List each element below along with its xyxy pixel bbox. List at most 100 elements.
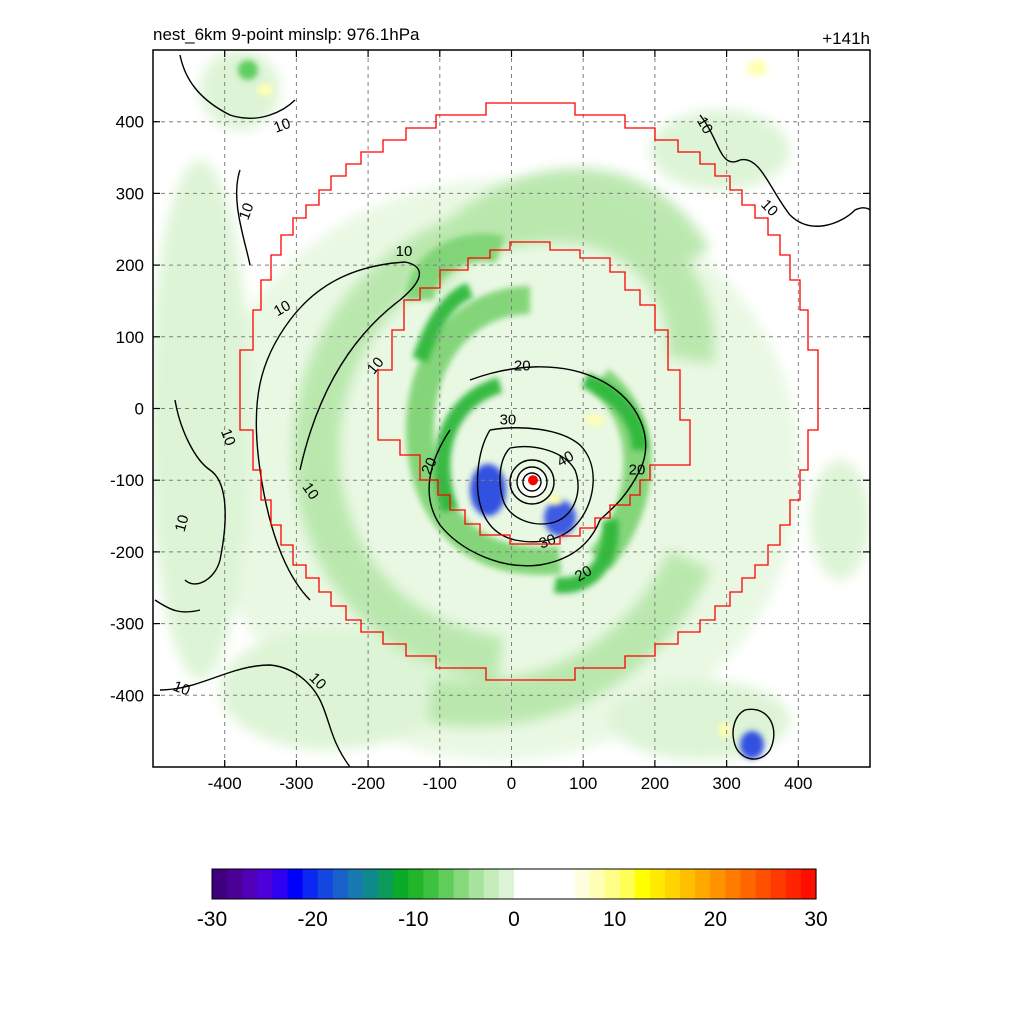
colorbar-swatch — [242, 869, 258, 899]
contour-10-southwest — [154, 599, 351, 767]
y-tick-label: -100 — [110, 471, 144, 490]
colorbar-swatch — [272, 869, 289, 899]
contour-labels: 10 10 10 10 10 10 10 10 10 10 10 10 20 20 20 20 30 30 40 — [171, 114, 781, 700]
colorbar-swatch — [665, 869, 681, 899]
storm-center-marker — [528, 475, 539, 486]
time-label: +141h — [822, 29, 870, 48]
colorbar-swatch — [257, 869, 273, 899]
y-tick-label: -400 — [110, 686, 144, 705]
colorbar-swatch — [619, 869, 636, 899]
colorbar-swatch — [287, 869, 304, 899]
contour-10-far-west — [174, 399, 226, 585]
y-tick-label: 100 — [116, 328, 144, 347]
contour-label-text: 10 — [271, 297, 294, 320]
contour-label-text: 10 — [236, 201, 258, 222]
contour-label-text: 10 — [299, 480, 322, 503]
colorbar-swatch — [212, 869, 228, 899]
x-tick-label: -400 — [208, 774, 242, 793]
contour-40 — [499, 445, 579, 525]
contour-10-west — [255, 261, 421, 601]
contour-label-text: 30 — [500, 411, 517, 428]
contour-sw-small-loop — [732, 708, 775, 760]
contour-label: 10 — [299, 480, 322, 503]
colorbar-swatch — [544, 869, 560, 899]
colorbar-swatch — [680, 869, 696, 899]
contour-label: 20 — [514, 357, 531, 374]
y-tick-label: -300 — [110, 615, 144, 634]
colorbar-tick-label: 0 — [508, 908, 520, 931]
contour-10-northeast — [699, 114, 870, 227]
contour-label: 10 — [396, 243, 413, 260]
colorbar-swatch — [453, 869, 470, 899]
y-tick-label: 400 — [116, 113, 144, 132]
x-tick-label: 300 — [712, 774, 740, 793]
x-tick-label: 100 — [569, 774, 597, 793]
contour-inner-1 — [509, 459, 555, 505]
contour-label-text: 20 — [629, 461, 646, 478]
contour-label-text: 10 — [217, 427, 239, 448]
colorbar-swatch — [529, 869, 545, 899]
contour-label-text: 20 — [572, 562, 595, 585]
colorbar-swatch — [332, 869, 349, 899]
contour-label: 10 — [757, 196, 781, 220]
y-axis: 400 300 200 100 0 -100 -200 -300 -400 — [110, 113, 870, 705]
colorbar-frame — [211, 868, 817, 900]
contour-20 — [428, 366, 647, 567]
contour-30 — [476, 427, 594, 543]
x-axis: -400 -300 -200 -100 0 100 200 300 400 — [208, 50, 812, 793]
outer-nest-boundary — [239, 102, 819, 681]
contour-label-text: 30 — [537, 531, 558, 553]
contour-label: 10 — [217, 427, 239, 448]
colorbar-tick-label: 30 — [804, 908, 827, 931]
colorbar-swatch — [514, 869, 530, 899]
x-tick-label: -100 — [423, 774, 457, 793]
x-tick-label: 400 — [784, 774, 812, 793]
contour-label-text: 40 — [554, 448, 577, 471]
colorbar-swatch — [438, 869, 455, 899]
colorbar-swatch — [302, 869, 319, 899]
colorbar-swatch — [785, 869, 802, 899]
colorbar-swatch — [649, 869, 666, 899]
contour-label: 10 — [171, 678, 192, 700]
colorbar-swatch — [468, 869, 485, 899]
colorbar-tick-label: 10 — [603, 908, 626, 931]
colorbar-swatch — [695, 869, 711, 899]
contour-label: 20 — [629, 461, 646, 478]
contour-label-text: 10 — [396, 243, 413, 260]
y-tick-label: -200 — [110, 543, 144, 562]
colorbar-tick-label: -20 — [297, 908, 327, 931]
eyewall-blue — [238, 60, 764, 759]
colorbar-swatch — [725, 869, 742, 899]
contour-label: 30 — [537, 531, 558, 553]
contour-label-text: 10 — [172, 513, 193, 534]
colorbar-swatch — [408, 869, 424, 899]
contour-10-northwest — [179, 54, 296, 266]
colorbar-swatch — [559, 869, 575, 899]
contour-label: 10 — [693, 114, 716, 137]
contour-label: 30 — [500, 411, 517, 428]
colorbar-swatch — [363, 869, 379, 899]
colorbar: -30 -20 -10 0 10 20 30 — [197, 868, 828, 931]
chart-title: nest_6km 9-point minslp: 976.1hPa — [153, 25, 420, 44]
colorbar-swatch — [483, 869, 500, 899]
colorbar-swatch — [710, 869, 726, 899]
positive-patches — [257, 60, 767, 738]
colorbar-swatch — [574, 869, 591, 899]
colorbar-tick-label: 20 — [704, 908, 727, 931]
contour-label: 10 — [271, 297, 294, 320]
colorbar-swatch — [800, 869, 817, 899]
contour-inner-3 — [522, 472, 542, 492]
contour-lines — [154, 54, 870, 767]
colorbar-swatch — [317, 869, 334, 899]
y-tick-label: 300 — [116, 184, 144, 203]
contour-inner-2 — [516, 466, 548, 498]
colorbar-swatch — [498, 869, 515, 899]
colorbar-swatch — [227, 869, 243, 899]
colorbar-swatch — [393, 869, 409, 899]
contour-label-text: 10 — [693, 114, 716, 137]
contour-label: 10 — [306, 669, 330, 693]
contour-label-text: 20 — [418, 455, 440, 477]
colorbar-swatch — [423, 869, 440, 899]
colorbar-swatch — [589, 869, 606, 899]
